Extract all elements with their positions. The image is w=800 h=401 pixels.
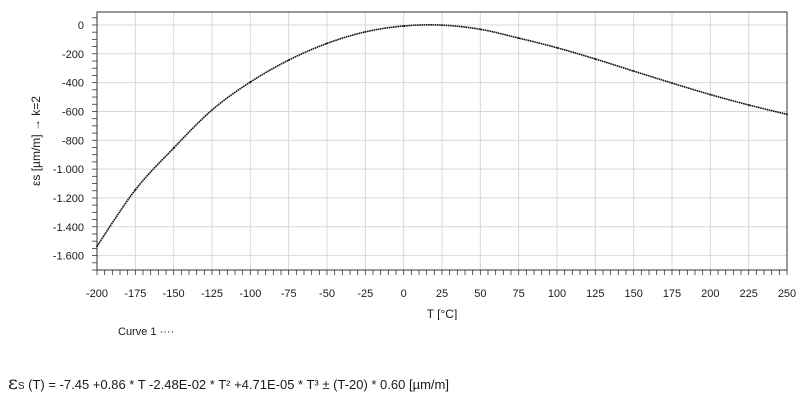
formula-symbol: ε (8, 372, 18, 394)
formula-text: (T) = -7.45 +0.86 * T -2.48E-02 * T² +4.… (28, 377, 449, 392)
series-point (594, 58, 597, 60)
series-point (556, 46, 558, 49)
series-point (786, 113, 788, 116)
x-tick-label: -175 (124, 288, 146, 300)
series-point (249, 81, 252, 83)
x-tick-label: 200 (701, 288, 719, 300)
series-point (709, 93, 712, 96)
series-point (172, 147, 175, 149)
chart: -200 -175 -150 -125 -100 -75 -50 -25 0 25 50 75 100 1… (29, 11, 796, 320)
series-point (96, 245, 98, 248)
y-tick-label: -800 (62, 135, 84, 147)
x-tick-label: 100 (548, 288, 566, 300)
series-point (364, 30, 367, 33)
series-point (326, 42, 328, 45)
x-tick-label: -75 (281, 288, 297, 300)
x-tick-label: 75 (513, 288, 525, 300)
y-axis-title: εs [µm/m] → k=2 (29, 96, 43, 186)
y-tick-label: 0 (78, 20, 84, 32)
x-tick-label: 25 (436, 288, 448, 300)
series-point (747, 104, 750, 106)
x-tick-label: 125 (586, 288, 604, 300)
series-point (479, 28, 482, 31)
x-tick-label: -125 (201, 288, 223, 300)
x-axis-title: T [°C] (427, 307, 458, 320)
series-point (211, 109, 213, 111)
legend-label: Curve 1 (118, 326, 157, 338)
y-tick-label: -1.400 (53, 222, 84, 234)
axis-ticks (92, 17, 788, 275)
series-layer (96, 24, 788, 248)
y-tick-label: -400 (62, 78, 84, 90)
x-axis-tick-labels: -200 -175 -150 -125 -100 -75 -50 -25 0 25 50 75 100 1… (86, 288, 796, 300)
grid (96, 12, 788, 270)
series-point (671, 82, 673, 84)
x-tick-label: 225 (739, 288, 757, 300)
y-tick-label: -1.000 (53, 164, 84, 176)
x-tick-label: 50 (474, 288, 486, 300)
x-tick-label: 250 (778, 288, 796, 300)
y-axis-tick-labels: 0 -200 -400 -600 -800 -1.000 -1.200 -1.400 -1.60… (53, 20, 84, 263)
legend-marker: ···· (159, 326, 175, 338)
x-tick-label: -25 (357, 288, 373, 300)
x-tick-label: -100 (239, 288, 261, 300)
series-point (441, 24, 443, 27)
legend: Curve 1 ···· (118, 326, 174, 338)
y-tick-label: -600 (62, 106, 84, 118)
series-point (134, 188, 137, 191)
series-point (517, 37, 520, 39)
series-point (402, 25, 405, 27)
formula: εS (T) = -7.45 +0.86 * T -2.48E-02 * T² … (8, 372, 449, 394)
y-tick-label: -1.600 (53, 251, 84, 263)
series-point (632, 70, 635, 72)
x-tick-label: 175 (663, 288, 681, 300)
x-tick-label: 150 (624, 288, 642, 300)
x-tick-label: 0 (401, 288, 407, 300)
x-tick-label: -150 (163, 288, 185, 300)
y-tick-label: -200 (62, 49, 84, 61)
series-point (287, 59, 290, 62)
formula-subscript: S (17, 381, 25, 392)
x-tick-label: -50 (319, 288, 335, 300)
y-tick-label: -1.200 (53, 193, 84, 205)
x-tick-label: -200 (86, 288, 108, 300)
